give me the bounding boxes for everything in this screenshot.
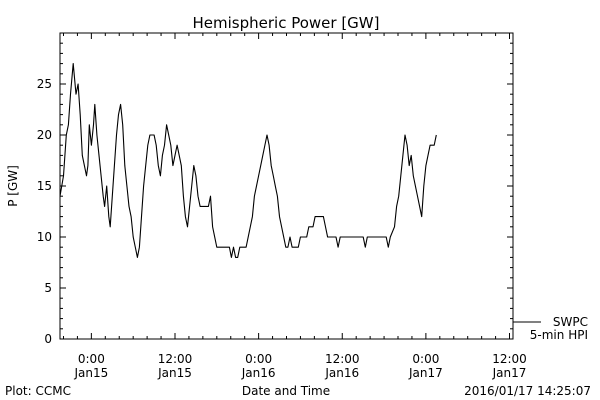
x-axis-ticks: 0:00Jan1512:00Jan150:00Jan1612:00Jan160:… <box>62 33 527 380</box>
legend-entry-hpi: 5-min HPI <box>530 328 588 342</box>
chart-title: Hemispheric Power [GW] <box>193 14 380 32</box>
x-tick-date-label: Jan17 <box>492 366 527 380</box>
x-tick-date-label: Jan16 <box>324 366 359 380</box>
x-tick-time-label: 0:00 <box>412 352 439 366</box>
y-tick-label: 0 <box>44 332 52 346</box>
y-tick-label: 25 <box>37 77 52 91</box>
x-tick-time-label: 12:00 <box>325 352 360 366</box>
series-layer <box>59 63 437 258</box>
y-axis-ticks: 0 5 10 15 20 25 <box>37 32 513 346</box>
y-tick-label: 10 <box>37 230 52 244</box>
y-tick-label: 5 <box>44 281 52 295</box>
x-tick-date-label: Jan15 <box>157 366 192 380</box>
legend-entry-swpc: SWPC <box>553 315 588 329</box>
x-axis-label: Date and Time <box>242 384 330 398</box>
footer-plot-credit: Plot: CCMC <box>5 384 71 398</box>
x-tick-time-label: 12:00 <box>492 352 527 366</box>
y-tick-label: 20 <box>37 128 52 142</box>
x-tick-time-label: 0:00 <box>245 352 272 366</box>
y-axis-label: P [GW] <box>6 165 20 207</box>
x-tick-date-label: Jan16 <box>241 366 276 380</box>
series-line-swpc <box>59 63 437 258</box>
x-tick-time-label: 12:00 <box>158 352 193 366</box>
x-tick-time-label: 0:00 <box>78 352 105 366</box>
footer-timestamp: 2016/01/17 14:25:07 <box>464 384 591 398</box>
x-tick-date-label: Jan15 <box>73 366 108 380</box>
y-tick-label: 15 <box>37 179 52 193</box>
x-tick-date-label: Jan17 <box>408 366 443 380</box>
legend: SWPC 5-min HPI <box>513 315 588 342</box>
plot-frame <box>59 32 514 340</box>
